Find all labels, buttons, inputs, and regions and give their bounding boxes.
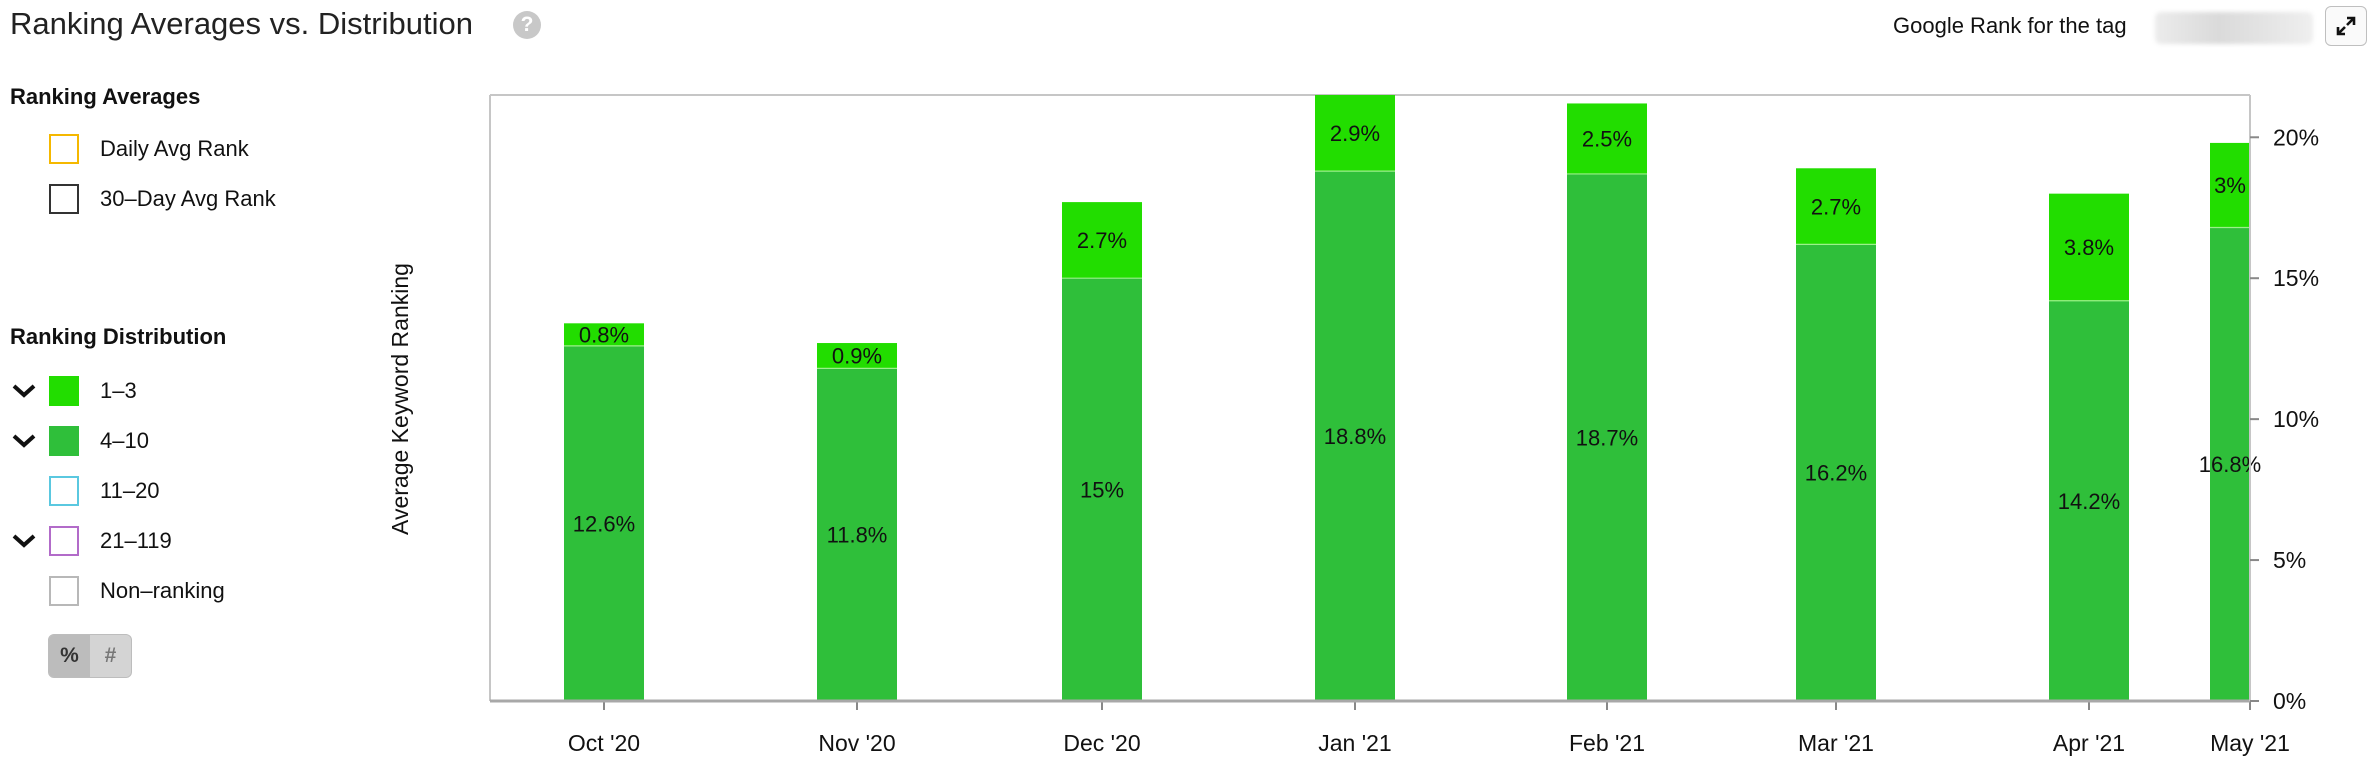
bar-1-3 [564, 323, 644, 346]
legend-item-1-3[interactable]: 1–3 [10, 373, 290, 407]
legend-swatch [49, 134, 79, 164]
y-tick-label: 5% [2273, 547, 2306, 573]
data-label-4-10: 16.8% [2199, 452, 2261, 477]
legend-label: 30–Day Avg Rank [100, 186, 276, 211]
percent-toggle-button[interactable]: % [49, 635, 90, 677]
data-label-1-3: 2.9% [1330, 121, 1380, 146]
bar-4-10 [1567, 173, 1647, 702]
y-tick-label: 10% [2273, 406, 2319, 432]
bar-1-3 [1567, 103, 1647, 174]
legend-label: 21–119 [100, 528, 172, 553]
x-tick-label: Dec '20 [1063, 730, 1140, 756]
legend-label: Non–ranking [100, 578, 225, 603]
data-label-4-10: 11.8% [827, 523, 888, 548]
bar-4-10 [564, 345, 644, 701]
bar-1-3 [1315, 95, 1395, 172]
data-label-1-3: 2.7% [1077, 228, 1127, 253]
data-label-1-3: 2.7% [1811, 194, 1861, 219]
legend-swatch [49, 526, 79, 556]
bar-1-3 [1062, 202, 1142, 279]
x-tick-label: Mar '21 [1798, 730, 1874, 756]
legend-label: Daily Avg Rank [100, 136, 249, 161]
data-label-4-10: 14.2% [2058, 489, 2120, 514]
legend-swatch [49, 376, 79, 406]
distribution-heading: Ranking Distribution [10, 324, 227, 349]
legend-swatch [49, 426, 79, 456]
x-tick-label: May '21 [2210, 730, 2290, 756]
bar-4-10 [2049, 300, 2129, 701]
tag-label: Google Rank for the tag [1893, 13, 2127, 38]
bar-4-10 [2210, 227, 2250, 701]
legend-item-21-119[interactable]: 21–119 [10, 523, 290, 557]
legend-item-daily-avg[interactable]: Daily Avg Rank [10, 131, 290, 165]
legend-item-30day-avg[interactable]: 30–Day Avg Rank [10, 181, 290, 215]
data-label-1-3: 0.8% [579, 323, 629, 348]
bar-4-10 [1062, 278, 1142, 701]
y-tick-label: 20% [2273, 124, 2319, 150]
legend-label: 4–10 [100, 428, 149, 453]
expand-button[interactable] [2325, 6, 2367, 46]
bar-1-3 [817, 343, 897, 369]
data-label-1-3: 2.5% [1582, 127, 1632, 152]
chevron-down-icon[interactable] [10, 529, 38, 551]
legend-swatch [49, 576, 79, 606]
x-tick-label: Feb '21 [1569, 730, 1645, 756]
x-tick-label: Apr '21 [2053, 730, 2125, 756]
legend-swatch [49, 476, 79, 506]
data-label-4-10: 18.7% [1576, 425, 1638, 450]
data-label-4-10: 18.8% [1324, 424, 1386, 449]
bar-4-10 [817, 368, 897, 701]
legend-label: 1–3 [100, 378, 137, 403]
data-label-4-10: 15% [1080, 478, 1124, 503]
data-label-4-10: 12.6% [573, 511, 635, 536]
chevron-down-icon[interactable] [10, 429, 38, 451]
y-tick-label: 0% [2273, 688, 2306, 714]
legend-item-4-10[interactable]: 4–10 [10, 423, 290, 457]
bar-4-10 [1796, 244, 1876, 701]
chevron-down-icon[interactable] [10, 379, 38, 401]
data-label-1-3: 3% [2214, 173, 2246, 198]
percent-count-toggle[interactable]: % # [48, 634, 132, 678]
data-label-1-3: 0.9% [832, 344, 882, 369]
x-tick-label: Nov '20 [818, 730, 895, 756]
x-tick-label: Jan '21 [1318, 730, 1391, 756]
tag-name-redacted [2155, 12, 2313, 44]
page-title: Ranking Averages vs. Distribution [10, 6, 473, 41]
data-label-4-10: 16.2% [1805, 461, 1867, 486]
legend-label: 11–20 [100, 478, 160, 503]
data-label-1-3: 3.8% [2064, 235, 2114, 260]
legend-item-non-ranking[interactable]: Non–ranking [10, 573, 290, 607]
y-axis-title: Average Keyword Ranking [387, 263, 413, 535]
count-toggle-button[interactable]: # [104, 644, 117, 667]
x-tick-label: Oct '20 [568, 730, 640, 756]
question-circle-icon[interactable]: ? [513, 11, 541, 39]
expand-arrows-icon [2336, 16, 2356, 36]
bar-4-10 [1315, 171, 1395, 702]
bar-1-3 [1796, 168, 1876, 245]
bar-1-3 [2210, 142, 2250, 228]
bar-1-3 [2049, 193, 2129, 301]
legend-item-11-20[interactable]: 11–20 [10, 473, 290, 507]
averages-heading: Ranking Averages [10, 84, 201, 109]
y-tick-label: 15% [2273, 265, 2319, 291]
legend-swatch [49, 184, 79, 214]
